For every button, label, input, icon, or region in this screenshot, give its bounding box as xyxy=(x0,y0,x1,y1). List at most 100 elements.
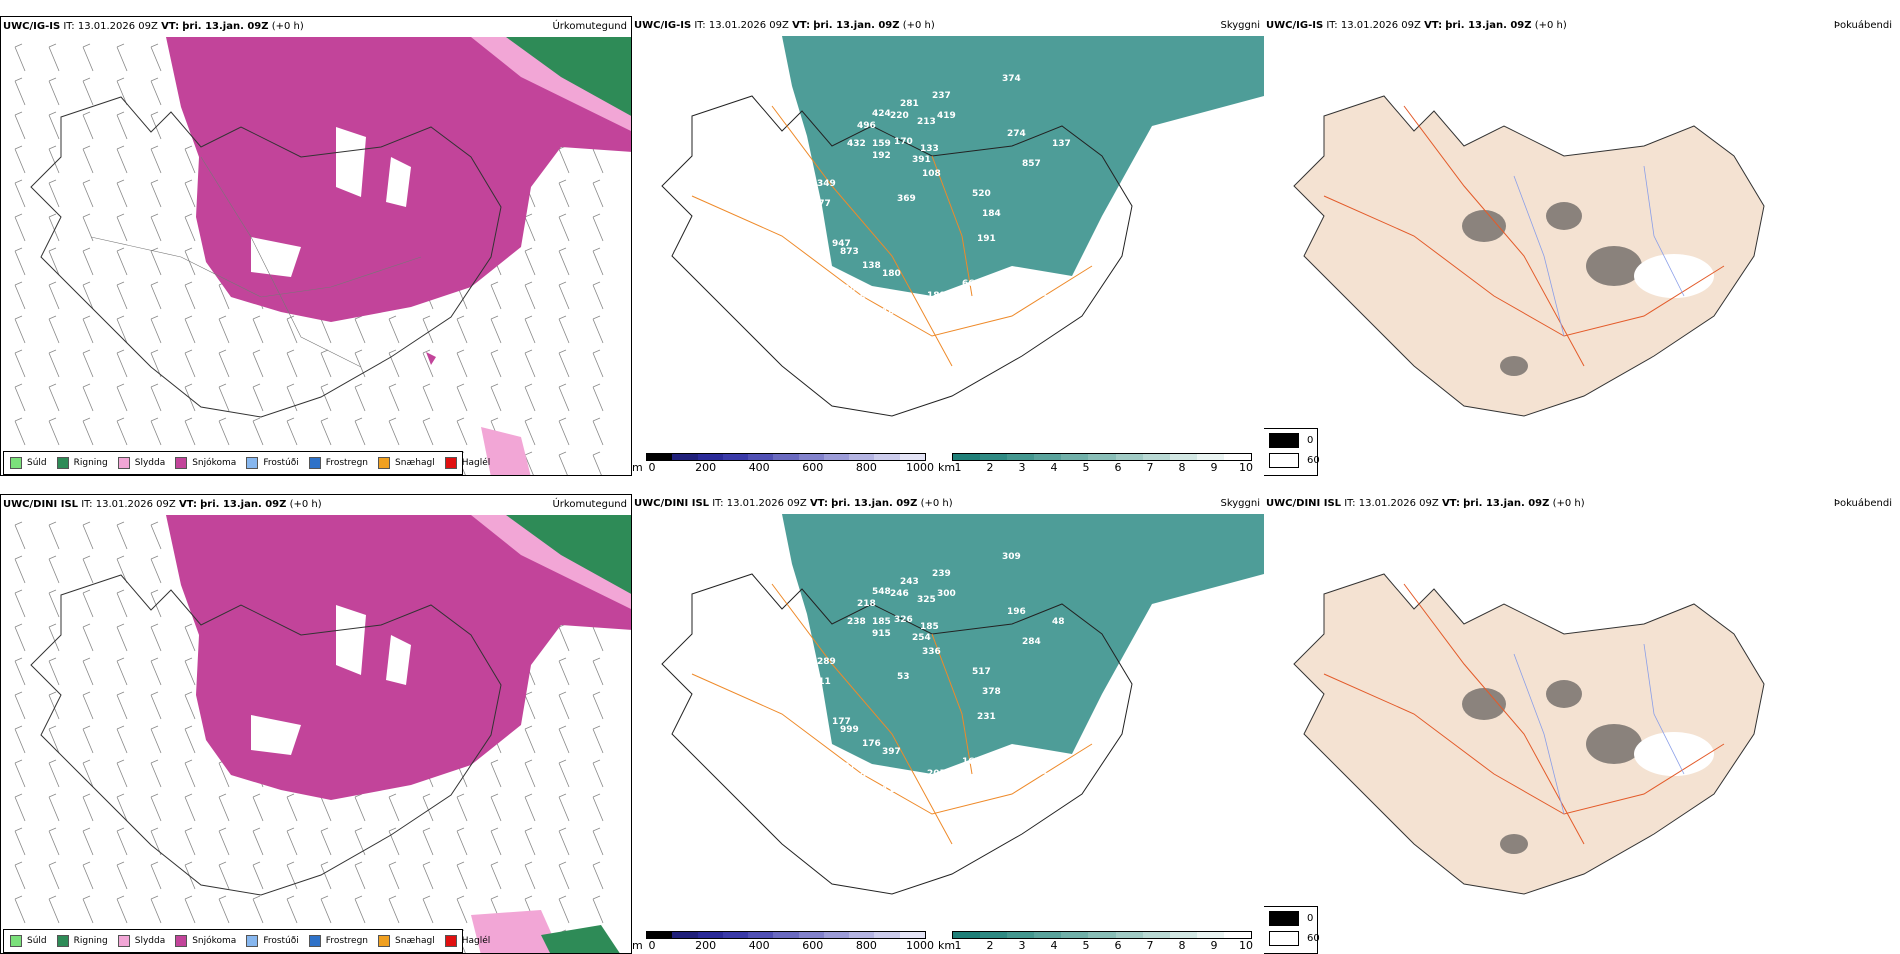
fog-map[interactable] xyxy=(1264,36,1896,476)
elevation-label: 53 xyxy=(897,672,910,682)
legend-label: Rigning xyxy=(73,936,108,946)
elevation-label: 374 xyxy=(1002,74,1021,84)
wind-barb xyxy=(218,349,230,378)
precip-map[interactable] xyxy=(1,515,632,954)
wind-barb xyxy=(184,213,196,242)
wind-barb xyxy=(150,623,162,652)
elevation-label: 246 xyxy=(890,589,909,599)
wind-barb xyxy=(592,213,604,242)
wind-barb xyxy=(218,861,230,890)
wind-barb xyxy=(184,145,196,174)
wind-barb xyxy=(150,861,162,890)
colorbar-step xyxy=(899,454,925,460)
wind-barb xyxy=(48,793,60,822)
elevation-label: 432 xyxy=(847,139,866,149)
elevation-label: 300 xyxy=(937,589,956,599)
wind-barb xyxy=(82,589,94,618)
model-name: UWC/IG-IS xyxy=(3,21,61,32)
fog-blobs xyxy=(1462,202,1642,376)
wind-barb xyxy=(48,555,60,584)
rain-patch xyxy=(541,925,620,953)
wind-barb xyxy=(116,417,128,446)
sleet-patch xyxy=(481,427,531,475)
colorbar-step xyxy=(1223,454,1252,460)
elevation-label: 167 xyxy=(962,757,981,767)
sleet-patch xyxy=(471,910,561,953)
colorbar-step xyxy=(1034,454,1062,460)
wind-barb xyxy=(48,417,60,446)
wind-barb xyxy=(388,315,400,344)
wind-barb xyxy=(422,417,434,446)
fog-legend-row: 0 xyxy=(1269,433,1313,448)
wind-barb xyxy=(456,827,468,856)
legend-label: Haglél xyxy=(461,458,491,468)
wind-barb xyxy=(82,179,94,208)
colorbar-step xyxy=(647,454,673,460)
colorbar-tick: 3 xyxy=(1018,939,1026,952)
elevation-label: 221 xyxy=(937,299,956,309)
colorbar-tick: 600 xyxy=(802,939,824,952)
wind-barb xyxy=(354,861,366,890)
colorbar-tick: 400 xyxy=(748,461,770,474)
fog-legend-value: 0 xyxy=(1307,435,1314,446)
wind-barb xyxy=(14,623,26,652)
colorbar-tick: 7 xyxy=(1146,939,1154,952)
elevation-label: 281 xyxy=(900,99,919,109)
elevation-label: 191 xyxy=(977,234,996,244)
colorbar-step xyxy=(1115,454,1143,460)
precip-map[interactable] xyxy=(1,37,632,476)
colorbar-tick: 0 xyxy=(648,939,656,952)
elevation-label: 325 xyxy=(917,595,936,605)
legend-item: Snæhagl xyxy=(378,935,435,947)
wind-barb xyxy=(116,555,128,584)
elevation-label: 349 xyxy=(817,179,836,189)
fog-legend-swatch xyxy=(1269,453,1299,468)
legend-swatch xyxy=(175,935,188,947)
elevation-label: 184 xyxy=(982,209,1001,219)
wind-barb xyxy=(320,861,332,890)
elevation-label: 243 xyxy=(900,577,919,587)
elevation-label: 138 xyxy=(862,261,881,271)
wind-barb xyxy=(48,315,60,344)
fog-legend-row: 60 xyxy=(1269,931,1320,946)
visibility-panel-2: UWC/DINI ISL IT: 13.01.2026 09Z VT: þri.… xyxy=(632,494,1264,954)
wind-barb xyxy=(184,691,196,720)
fog-legend-row: 60 xyxy=(1269,453,1320,468)
elevation-label: 118 xyxy=(882,785,901,795)
elevation-label: 159 xyxy=(872,139,891,149)
colorbar-tick: 400 xyxy=(748,939,770,952)
wind-barb xyxy=(14,895,26,924)
elevation-label: 424 xyxy=(872,109,891,119)
legend-swatch xyxy=(308,457,321,469)
snow-patch xyxy=(426,352,436,365)
wind-barb xyxy=(558,691,570,720)
wind-barb xyxy=(150,793,162,822)
fog-legend: 0 60 xyxy=(1264,428,1320,476)
iceland-outline xyxy=(30,574,502,896)
low-vis-area xyxy=(782,36,1264,296)
wind-barb xyxy=(286,861,298,890)
wind-barb xyxy=(252,895,264,924)
legend-swatch xyxy=(10,935,22,947)
wind-barb xyxy=(592,895,604,924)
elevation-label: 857 xyxy=(1022,159,1041,169)
wind-barb xyxy=(422,895,434,924)
legend-item: Súld xyxy=(10,457,47,469)
legend-swatch xyxy=(378,935,391,947)
init-time: 13.01.2026 09Z xyxy=(77,21,158,32)
panel-header: UWC/DINI ISL IT: 13.01.2026 09Z VT: þri.… xyxy=(3,499,627,510)
elevation-label: 284 xyxy=(1022,637,1041,647)
wind-barb xyxy=(354,417,366,446)
fog-map[interactable] xyxy=(1264,514,1896,954)
panel-header: UWC/IG-IS IT: 13.01.2026 09Z VT: þri. 13… xyxy=(1,17,631,37)
wind-barb xyxy=(218,417,230,446)
wind-barb xyxy=(592,451,602,475)
wind-barb xyxy=(592,349,604,378)
wind-barb xyxy=(354,793,366,822)
wind-barb xyxy=(252,417,264,446)
wind-barb xyxy=(320,383,332,412)
wind-barb xyxy=(82,77,94,106)
elevation-label: 133 xyxy=(920,144,939,154)
